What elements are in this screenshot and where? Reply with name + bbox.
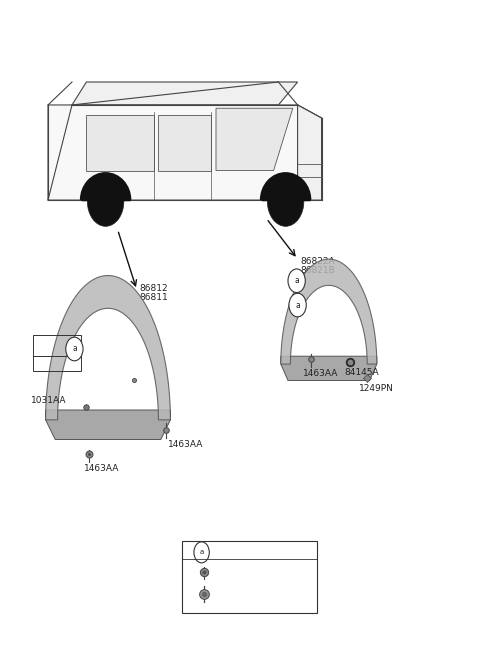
Text: 1043EA: 1043EA: [214, 567, 248, 577]
Circle shape: [267, 176, 304, 226]
Text: 1463AA: 1463AA: [168, 440, 204, 449]
Polygon shape: [216, 108, 293, 171]
Bar: [33, 335, 81, 371]
Text: 1463AA: 1463AA: [84, 464, 120, 473]
Bar: [182, 541, 317, 613]
Text: 1031AA: 1031AA: [31, 396, 67, 405]
Text: 1042AA: 1042AA: [214, 589, 249, 598]
Polygon shape: [48, 105, 322, 200]
Text: 86822A: 86822A: [300, 256, 335, 266]
Polygon shape: [72, 82, 298, 105]
Polygon shape: [281, 259, 377, 364]
Circle shape: [194, 542, 209, 563]
Circle shape: [66, 337, 83, 361]
Polygon shape: [298, 105, 322, 200]
Text: 1249PN: 1249PN: [359, 384, 394, 393]
Text: a: a: [200, 549, 204, 556]
Circle shape: [288, 269, 305, 293]
Text: a: a: [295, 300, 300, 310]
Polygon shape: [281, 356, 377, 380]
Circle shape: [289, 293, 306, 317]
Polygon shape: [158, 115, 211, 171]
Circle shape: [87, 176, 124, 226]
Text: a: a: [294, 276, 299, 285]
Text: a: a: [72, 344, 77, 354]
Text: 86821B: 86821B: [300, 266, 335, 275]
Text: 1463AA: 1463AA: [303, 369, 339, 379]
Polygon shape: [86, 115, 154, 171]
Text: 86812: 86812: [139, 284, 168, 293]
Text: 84145A: 84145A: [345, 368, 379, 377]
Polygon shape: [46, 276, 170, 420]
Text: 86811: 86811: [139, 293, 168, 302]
Polygon shape: [46, 410, 170, 440]
